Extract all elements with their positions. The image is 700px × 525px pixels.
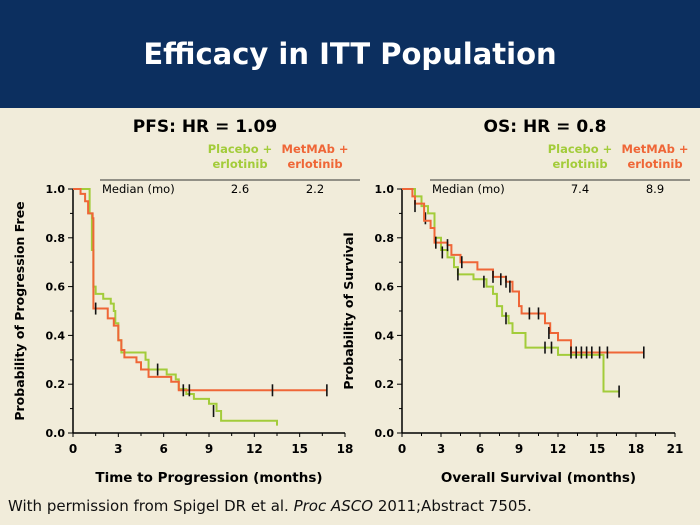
median-value: 2.2 (306, 182, 324, 196)
median-value: 2.6 (231, 182, 249, 196)
km-curve-placebo (402, 188, 620, 393)
chart-title: OS: HR = 0.8 (484, 117, 607, 137)
y-axis-label: Probability of Survival (341, 232, 356, 389)
x-tick-label: 15 (291, 442, 308, 456)
x-tick-label: 18 (337, 442, 354, 456)
y-tick-label: 1.0 (46, 183, 66, 196)
x-axis-label: Time to Progression (months) (95, 470, 322, 486)
y-tick-label: 0.6 (375, 281, 395, 294)
x-axis-label: Overall Survival (months) (441, 470, 636, 486)
median-value: 8.9 (646, 182, 664, 196)
y-tick-label: 0.8 (46, 232, 66, 245)
citation: With permission from Spigel DR et al. Pr… (8, 497, 532, 515)
median-label: Median (mo) (102, 182, 175, 196)
x-tick-label: 6 (159, 442, 167, 456)
citation-suffix: 2011;Abstract 7505. (373, 497, 532, 515)
chart-title: PFS: HR = 1.09 (133, 117, 277, 137)
x-tick-label: 15 (589, 442, 606, 456)
y-tick-label: 0.0 (46, 427, 66, 440)
legend-metmab: MetMAb + (622, 142, 689, 156)
legend-placebo: erlotinib (552, 157, 607, 171)
x-tick-label: 0 (398, 442, 406, 456)
legend-metmab: MetMAb + (282, 142, 349, 156)
y-tick-label: 0.6 (46, 281, 66, 294)
legend-metmab: erlotinib (287, 157, 342, 171)
x-tick-label: 3 (114, 442, 122, 456)
y-axis-label: Probability of Progression Free (12, 201, 27, 420)
slide-title: Efficacy in ITT Population (0, 0, 700, 108)
x-tick-label: 18 (628, 442, 645, 456)
y-tick-label: 0.8 (375, 232, 395, 245)
y-tick-label: 0.4 (46, 329, 66, 342)
x-tick-label: 9 (515, 442, 523, 456)
x-tick-label: 3 (437, 442, 445, 456)
x-tick-label: 0 (69, 442, 77, 456)
x-tick-label: 21 (667, 442, 684, 456)
y-tick-label: 0.0 (375, 427, 395, 440)
median-value: 7.4 (571, 182, 589, 196)
median-label: Median (mo) (432, 182, 505, 196)
km-curve-placebo (73, 188, 278, 426)
legend-placebo: Placebo + (548, 142, 613, 156)
x-tick-label: 9 (205, 442, 213, 456)
citation-prefix: With permission from Spigel DR et al. (8, 497, 294, 515)
x-tick-label: 6 (476, 442, 484, 456)
legend-metmab: erlotinib (627, 157, 682, 171)
y-tick-label: 0.4 (375, 329, 395, 342)
x-tick-label: 12 (550, 442, 567, 456)
km-curve-metmab (402, 188, 644, 354)
legend-placebo: erlotinib (212, 157, 267, 171)
y-tick-label: 0.2 (46, 378, 66, 391)
x-tick-label: 12 (246, 442, 263, 456)
y-tick-label: 0.2 (375, 378, 395, 391)
km-curve-metmab (73, 188, 327, 392)
y-tick-label: 1.0 (375, 183, 395, 196)
citation-journal: Proc ASCO (293, 497, 374, 515)
legend-placebo: Placebo + (208, 142, 273, 156)
